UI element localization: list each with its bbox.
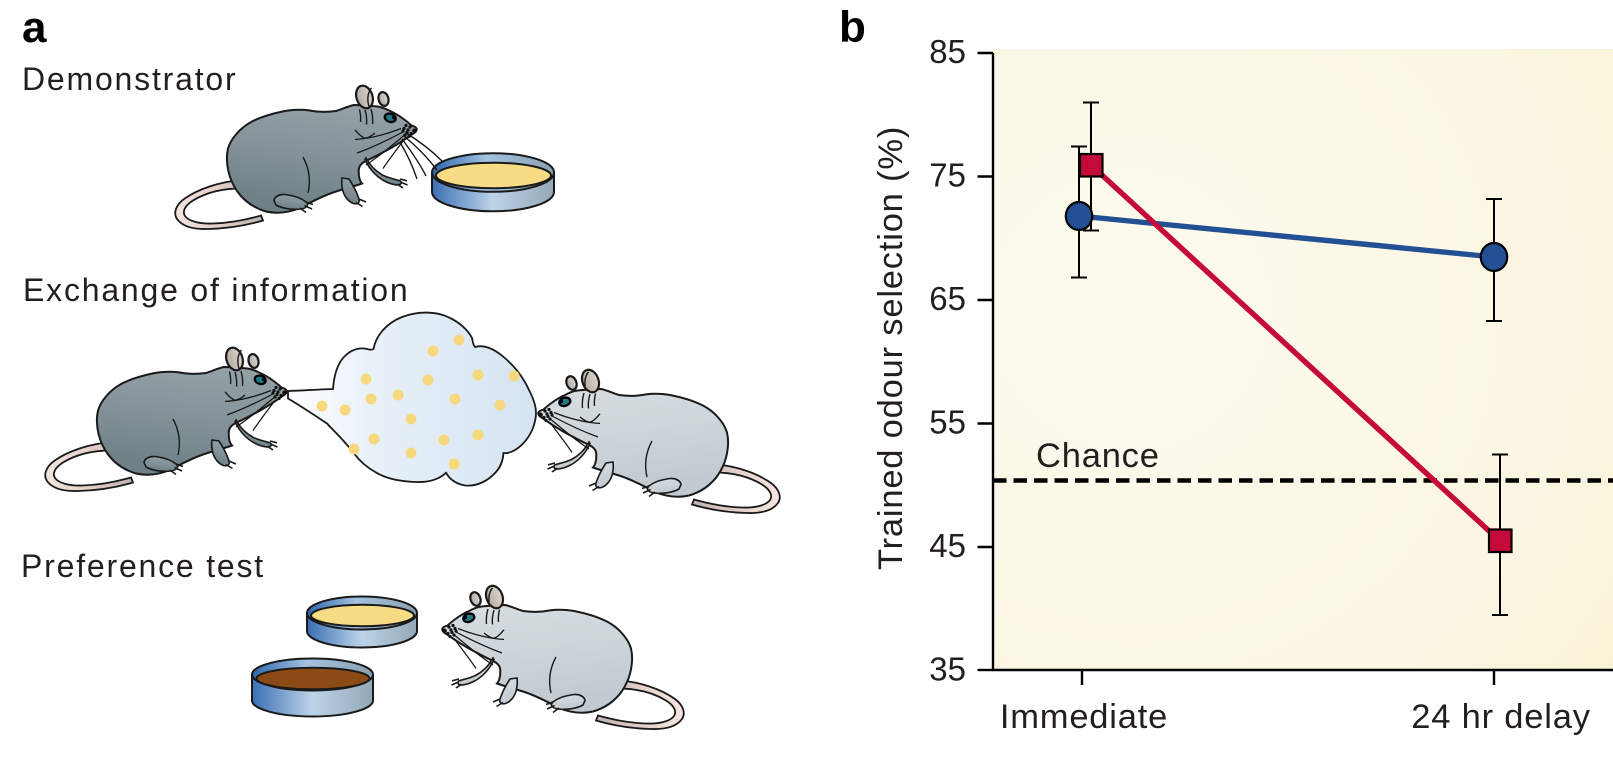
svg-text:75: 75 xyxy=(929,157,966,194)
svg-text:45: 45 xyxy=(929,527,966,564)
svg-text:a: a xyxy=(22,3,47,52)
svg-text:35: 35 xyxy=(929,651,966,688)
svg-text:55: 55 xyxy=(929,404,966,441)
svg-text:Chance: Chance xyxy=(1036,437,1160,475)
svg-text:85: 85 xyxy=(929,33,966,70)
svg-text:65: 65 xyxy=(929,280,966,317)
svg-text:Immediate: Immediate xyxy=(1000,698,1168,736)
svg-text:Preference test: Preference test xyxy=(21,548,265,584)
svg-text:b: b xyxy=(839,3,866,52)
svg-text:Demonstrator: Demonstrator xyxy=(22,61,237,97)
svg-text:24 hr delay: 24 hr delay xyxy=(1411,698,1591,736)
svg-text:Exchange of information: Exchange of information xyxy=(23,272,410,308)
svg-text:Trained odour selection (%): Trained odour selection (%) xyxy=(872,126,910,570)
